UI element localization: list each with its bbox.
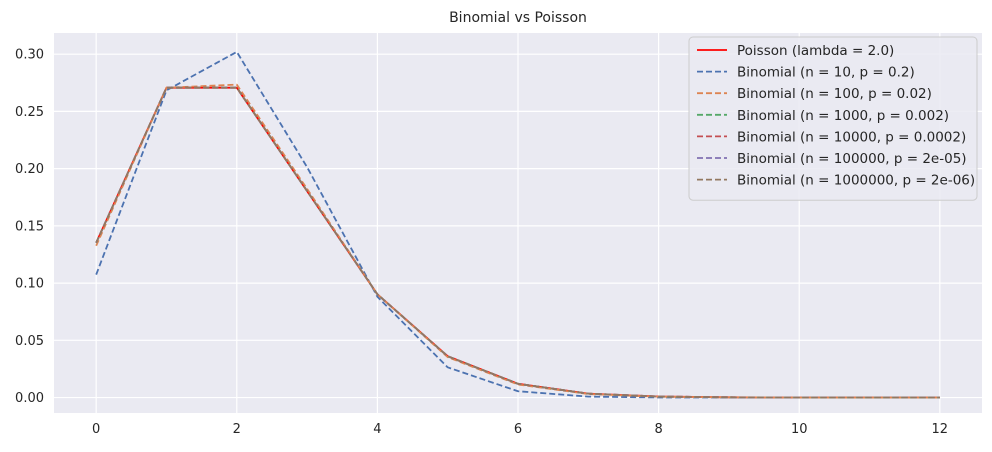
x-tick-label: 4 <box>373 422 381 437</box>
x-tick-label: 2 <box>233 422 241 437</box>
legend-label: Poisson (lambda = 2.0) <box>737 43 894 59</box>
x-tick-label: 12 <box>932 422 949 437</box>
y-axis: 0.00 0.05 0.10 0.15 0.20 0.25 0.30 <box>15 48 44 406</box>
y-tick-label: 0.05 <box>15 334 44 349</box>
series-line-6 <box>95 86 940 399</box>
legend-label: Binomial (n = 100, p = 0.02) <box>737 86 932 102</box>
x-tick-label: 8 <box>654 422 662 437</box>
legend-label: Binomial (n = 1000, p = 0.002) <box>737 108 949 124</box>
legend-box <box>688 36 978 201</box>
y-tick-label: 0.00 <box>15 391 44 406</box>
y-tick-label: 0.10 <box>15 277 44 292</box>
chart-title: Binomial vs Poisson <box>449 10 587 26</box>
x-tick-label: 0 <box>92 422 100 437</box>
legend: Poisson (lambda = 2.0) Binomial (n = 10, … <box>688 36 978 201</box>
legend-label: Binomial (n = 1000000, p = 2e-06) <box>737 173 975 189</box>
x-tick-label: 10 <box>791 422 808 437</box>
legend-label: Binomial (n = 10, p = 0.2) <box>737 65 915 81</box>
series-line-1 <box>95 50 940 399</box>
series-layer <box>95 50 940 399</box>
legend-label: Binomial (n = 100000, p = 2e-05) <box>737 151 967 167</box>
grid <box>54 33 982 413</box>
y-tick-label: 0.25 <box>15 105 44 120</box>
y-tick-label: 0.15 <box>15 219 44 234</box>
y-tick-label: 0.20 <box>15 162 44 177</box>
legend-label: Binomial (n = 10000, p = 0.0002) <box>737 129 966 145</box>
y-tick-label: 0.30 <box>15 48 44 63</box>
x-axis: 0 2 4 6 8 10 12 <box>92 422 948 437</box>
x-tick-label: 6 <box>514 422 522 437</box>
